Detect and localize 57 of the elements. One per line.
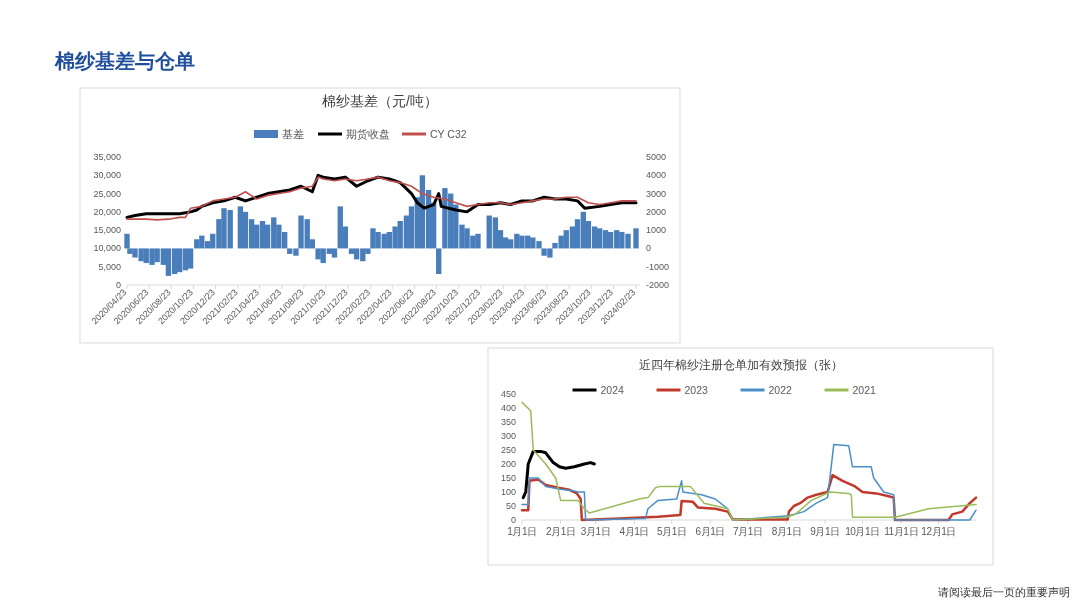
legend-label: 2024 bbox=[600, 383, 625, 396]
y-tick-label: 300 bbox=[500, 431, 516, 441]
x-tick-label: 8月1日 bbox=[771, 526, 802, 537]
line-series bbox=[521, 401, 977, 521]
legend-label: 2023 bbox=[684, 383, 709, 396]
bar bbox=[237, 206, 244, 249]
bar bbox=[331, 248, 338, 258]
y-tick-label: 250 bbox=[500, 445, 516, 455]
x-tick-label: 6月1日 bbox=[695, 526, 726, 537]
legend-label: 2022 bbox=[768, 383, 793, 396]
y-tick-label: 50 bbox=[505, 501, 516, 511]
bar bbox=[633, 228, 639, 249]
x-tick-label: 10月1日 bbox=[845, 526, 880, 537]
x-tick-label: 9月1日 bbox=[810, 526, 840, 537]
line-series bbox=[521, 449, 596, 500]
x-tick-label: 5月1日 bbox=[656, 526, 687, 537]
y2-tick-label: -2000 bbox=[646, 280, 670, 290]
y2-tick-label: 5000 bbox=[646, 152, 667, 162]
y-tick-label: 200 bbox=[500, 459, 516, 469]
x-tick-label: 3月1日 bbox=[580, 526, 611, 537]
y-tick-label: 25,000 bbox=[93, 188, 121, 199]
y2-tick-label: 4000 bbox=[646, 170, 667, 181]
bar bbox=[436, 248, 442, 275]
legend-label: 基差 bbox=[282, 127, 304, 140]
legend-label: 2021 bbox=[852, 383, 877, 396]
y2-tick-label: -1000 bbox=[646, 261, 670, 272]
chart-title: 棉纱基差（元/吨） bbox=[322, 93, 438, 109]
y2-tick-label: 0 bbox=[646, 243, 652, 254]
y-tick-label: 350 bbox=[500, 417, 516, 427]
x-tick-label: 2月1日 bbox=[545, 526, 576, 537]
chart-title: 近四年棉纱注册仓单加有效预报（张） bbox=[638, 358, 843, 372]
y-tick-label: 30,000 bbox=[93, 170, 121, 181]
y-tick-label: 5,000 bbox=[98, 261, 121, 272]
y-tick-label: 0 bbox=[115, 280, 121, 290]
x-tick-label: 4月1日 bbox=[619, 526, 650, 537]
y2-tick-label: 2000 bbox=[646, 206, 667, 217]
line-series bbox=[521, 443, 977, 521]
x-tick-label: 1月1日 bbox=[507, 526, 537, 537]
y-tick-label: 100 bbox=[500, 487, 516, 497]
y-tick-label: 20,000 bbox=[93, 206, 121, 217]
y-tick-label: 450 bbox=[500, 389, 516, 399]
x-tick-label: 12月1日 bbox=[921, 526, 956, 537]
x-tick-label: 11月1日 bbox=[884, 526, 919, 537]
x-tick-label: 7月1日 bbox=[732, 526, 763, 537]
y-tick-label: 15,000 bbox=[93, 225, 121, 236]
legend-label: 期货收盘 bbox=[346, 127, 390, 140]
text: 棉纱基差与仓单 bbox=[54, 50, 195, 72]
y-tick-label: 10,000 bbox=[93, 243, 121, 254]
y2-tick-label: 1000 bbox=[646, 225, 667, 236]
y-tick-label: 0 bbox=[510, 515, 516, 525]
y-tick-label: 150 bbox=[500, 473, 516, 483]
y-tick-label: 35,000 bbox=[93, 152, 121, 162]
legend-label: CY C32 bbox=[430, 127, 467, 140]
bar bbox=[187, 248, 194, 269]
y-tick-label: 400 bbox=[500, 403, 516, 413]
y2-tick-label: 3000 bbox=[646, 188, 667, 199]
text: 请阅读最后一页的重要声明 bbox=[938, 586, 1070, 598]
